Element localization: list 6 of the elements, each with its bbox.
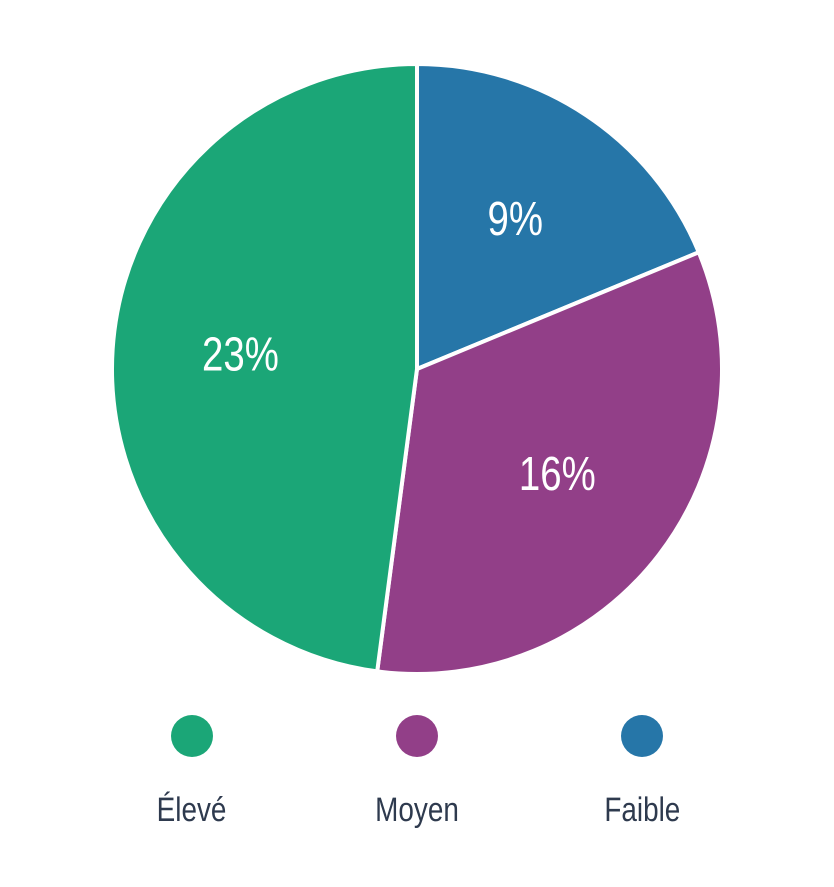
legend-label: Moyen: [375, 791, 459, 830]
legend-label: Faible: [604, 791, 680, 830]
data-label: 23%: [202, 328, 279, 382]
legend-label: Élevé: [157, 791, 227, 830]
data-label: 9%: [488, 193, 544, 246]
data-label: 16%: [518, 448, 596, 501]
